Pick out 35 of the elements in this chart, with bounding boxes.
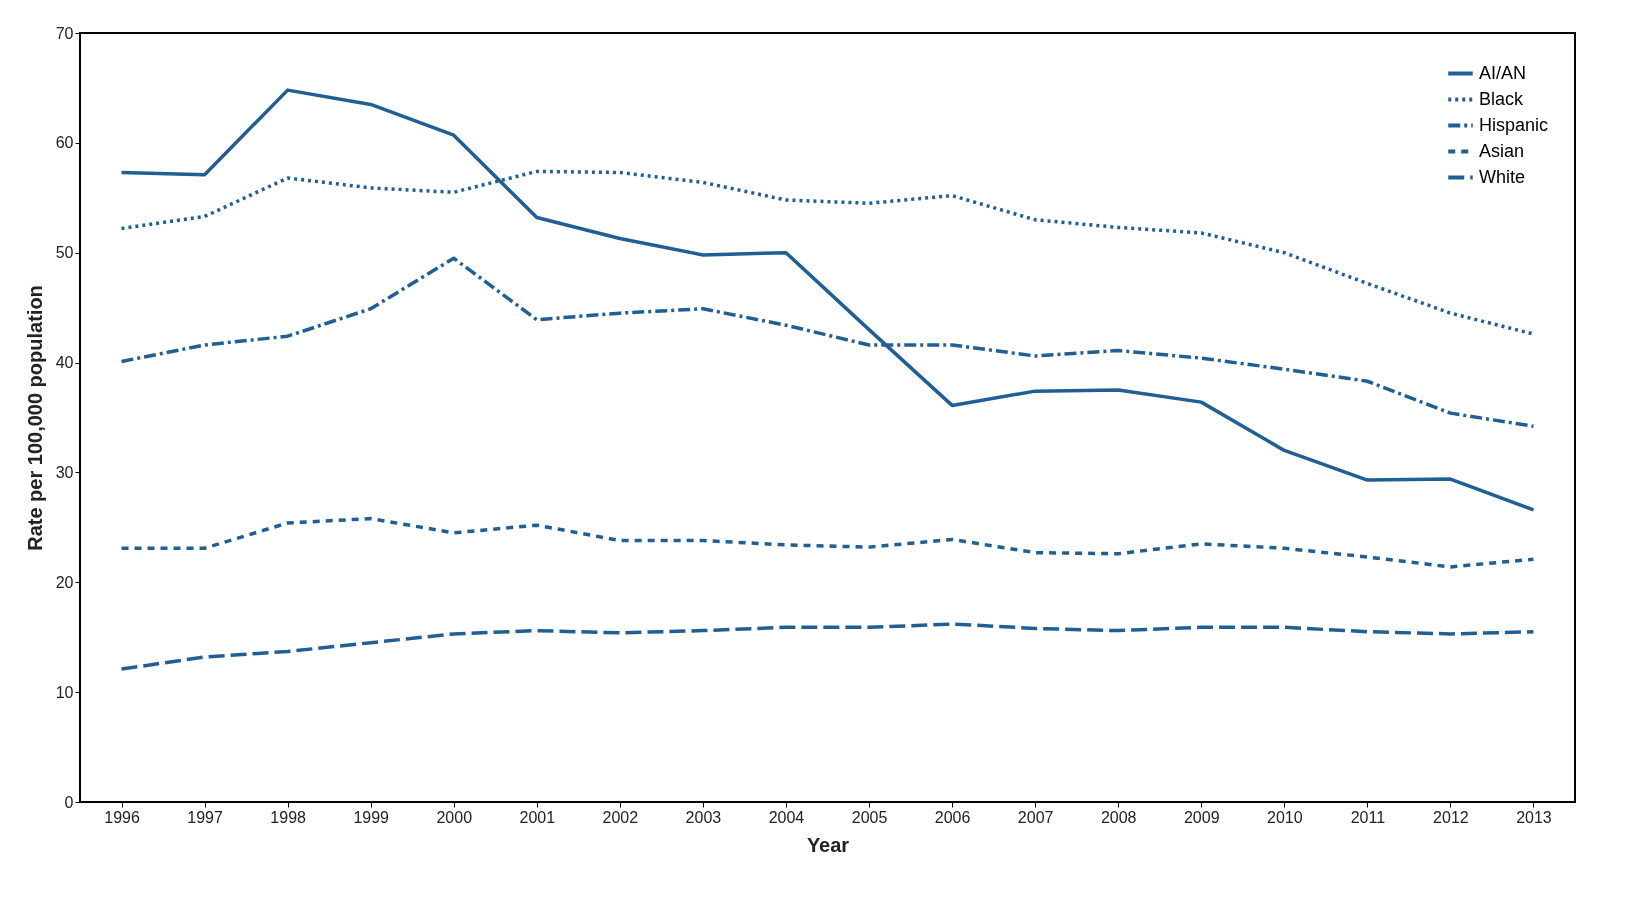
legend-label: White bbox=[1479, 166, 1526, 187]
x-tick-label: 2001 bbox=[519, 808, 556, 826]
x-tick-label: 2007 bbox=[1017, 808, 1054, 826]
y-tick-label: 10 bbox=[55, 683, 74, 701]
x-tick-label: 2003 bbox=[685, 808, 722, 826]
x-tick-label: 2000 bbox=[436, 808, 473, 826]
y-tick-label: 70 bbox=[55, 24, 74, 42]
x-tick-label: 2013 bbox=[1516, 808, 1552, 826]
line-series bbox=[119, 516, 1536, 569]
line-series bbox=[119, 622, 1536, 671]
y-tick-label: 50 bbox=[55, 244, 74, 262]
x-tick-label: 1996 bbox=[104, 808, 140, 826]
x-tick-label: 2012 bbox=[1433, 808, 1469, 826]
x-axis-title: Year bbox=[806, 833, 850, 856]
x-tick-label: 2009 bbox=[1183, 808, 1220, 826]
x-tick-label: 2011 bbox=[1350, 808, 1386, 826]
legend-label: Asian bbox=[1479, 140, 1525, 161]
x-tick-label: 2005 bbox=[851, 808, 888, 826]
y-tick-label: 40 bbox=[55, 354, 74, 372]
x-tick-label: 1999 bbox=[353, 808, 390, 826]
x-tick-label: 2010 bbox=[1267, 808, 1303, 826]
x-tick-label: 1998 bbox=[270, 808, 307, 826]
y-tick-label: 60 bbox=[55, 134, 74, 152]
y-tick-label: 30 bbox=[55, 463, 74, 481]
y-tick-label: 20 bbox=[55, 573, 74, 591]
x-tick-label: 2002 bbox=[602, 808, 639, 826]
legend-label: Hispanic bbox=[1479, 114, 1549, 135]
y-axis-title: Rate per 100,000 population bbox=[23, 285, 46, 551]
legend-label: AI/AN bbox=[1479, 62, 1527, 83]
x-tick-label: 2006 bbox=[934, 808, 971, 826]
legend-label: Black bbox=[1479, 88, 1525, 109]
x-tick-label: 1997 bbox=[187, 808, 223, 826]
x-tick-label: 2004 bbox=[768, 808, 805, 826]
x-tick-label: 2008 bbox=[1100, 808, 1137, 826]
y-tick-label: 0 bbox=[64, 793, 74, 811]
